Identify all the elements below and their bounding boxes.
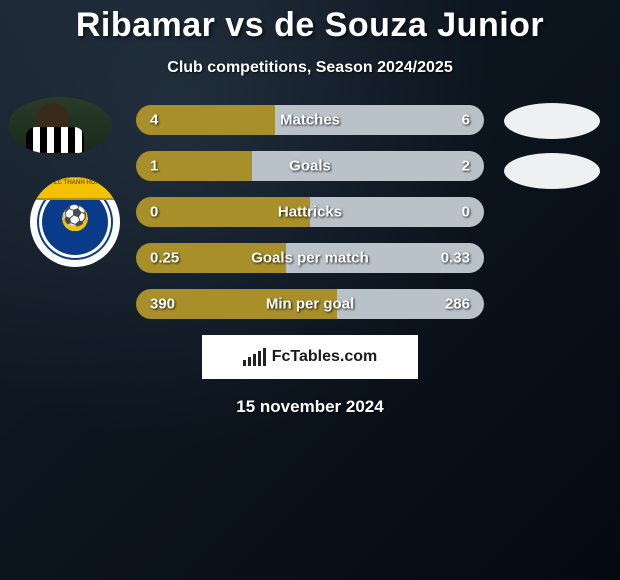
stat-label: Matches xyxy=(280,112,340,129)
comparison-card: Ribamar vs de Souza Junior Club competit… xyxy=(0,0,620,580)
placeholder-blob xyxy=(504,153,600,189)
crest-text: FLC THANH HOA xyxy=(50,180,99,186)
avatars: FLC THANH HOA xyxy=(8,97,128,267)
stat-value-left: 1 xyxy=(150,158,158,175)
stat-label: Goals xyxy=(289,158,331,175)
stat-row: 4 6 Matches xyxy=(136,105,484,135)
footer-label: FcTables.com xyxy=(272,348,378,366)
content-area: FLC THANH HOA 4 6 Matches 1 2 Goals 0 0 Hattrick… xyxy=(0,105,620,417)
bar-icon-segment xyxy=(263,348,266,366)
stat-value-left: 390 xyxy=(150,296,175,313)
bar-icon-segment xyxy=(243,360,246,366)
stat-label: Min per goal xyxy=(266,296,354,313)
stat-row: 0 0 Hattricks xyxy=(136,197,484,227)
stat-value-left: 0.25 xyxy=(150,250,179,267)
stat-value-right: 286 xyxy=(445,296,470,313)
player2-crest: FLC THANH HOA xyxy=(30,177,120,267)
bar-icon-segment xyxy=(253,354,256,366)
stat-value-right: 0 xyxy=(462,204,470,221)
stat-rows: 4 6 Matches 1 2 Goals 0 0 Hattricks 0.25 0.33 Goals… xyxy=(136,105,484,319)
date-label: 15 november 2024 xyxy=(0,397,620,417)
stat-row: 390 286 Min per goal xyxy=(136,289,484,319)
subtitle: Club competitions, Season 2024/2025 xyxy=(0,59,620,77)
stat-row: 1 2 Goals xyxy=(136,151,484,181)
stat-value-left: 0 xyxy=(150,204,158,221)
footer-branding: FcTables.com xyxy=(202,335,418,379)
bars-icon xyxy=(243,348,266,366)
bar-icon-segment xyxy=(258,351,261,366)
crest-icon: FLC THANH HOA xyxy=(39,186,111,258)
bar-icon-segment xyxy=(248,357,251,366)
stat-value-right: 6 xyxy=(462,112,470,129)
stat-label: Hattricks xyxy=(278,204,342,221)
stat-label: Goals per match xyxy=(251,250,369,267)
stat-value-right: 2 xyxy=(462,158,470,175)
stat-value-left: 4 xyxy=(150,112,158,129)
page-title: Ribamar vs de Souza Junior xyxy=(0,6,620,45)
placeholder-blob xyxy=(504,103,600,139)
stat-bar-right xyxy=(252,151,484,181)
stat-value-right: 0.33 xyxy=(441,250,470,267)
right-placeholders xyxy=(504,103,600,203)
player1-avatar xyxy=(8,97,112,155)
stat-row: 0.25 0.33 Goals per match xyxy=(136,243,484,273)
